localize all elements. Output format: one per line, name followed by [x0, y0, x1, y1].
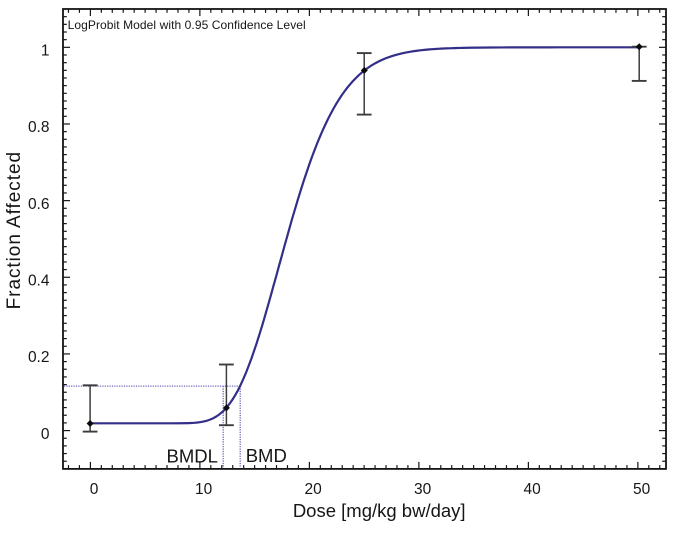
- svg-text:20: 20: [304, 481, 322, 498]
- svg-text:BMD: BMD: [246, 445, 287, 466]
- svg-text:0.4: 0.4: [28, 273, 50, 290]
- svg-text:40: 40: [523, 481, 541, 498]
- svg-text:0.2: 0.2: [28, 349, 50, 366]
- svg-text:10: 10: [195, 481, 213, 498]
- svg-text:LogProbit Model with 0.95 Conf: LogProbit Model with 0.95 Confidence Lev…: [68, 18, 306, 32]
- svg-text:0.6: 0.6: [28, 196, 50, 213]
- svg-text:0: 0: [90, 481, 99, 498]
- svg-text:1: 1: [41, 43, 50, 60]
- svg-text:0: 0: [41, 426, 50, 443]
- svg-text:Fraction Affected: Fraction Affected: [4, 151, 25, 309]
- svg-text:Dose [mg/kg bw/day]: Dose [mg/kg bw/day]: [293, 500, 466, 521]
- svg-text:0.8: 0.8: [28, 119, 50, 136]
- svg-text:30: 30: [414, 481, 432, 498]
- svg-text:BMDL: BMDL: [166, 445, 217, 466]
- svg-text:50: 50: [633, 481, 651, 498]
